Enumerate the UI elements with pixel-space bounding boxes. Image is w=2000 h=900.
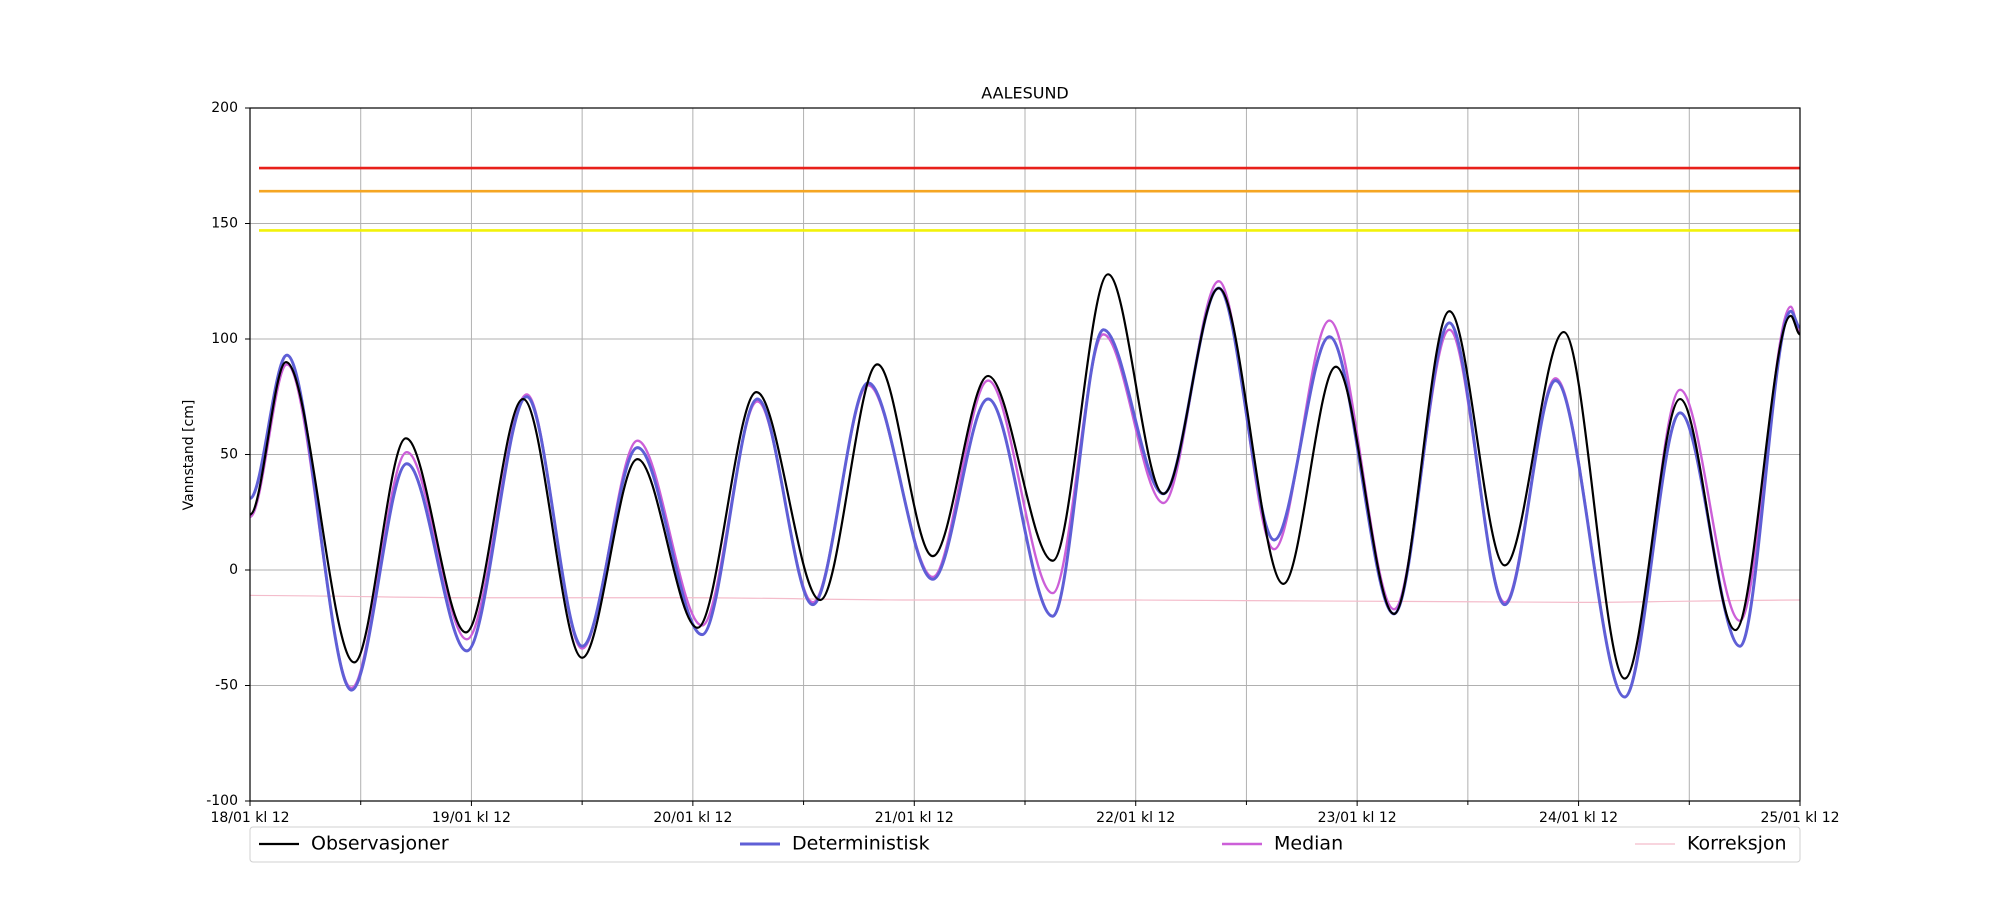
legend-label: Median	[1274, 833, 1343, 855]
legend-label: Deterministisk	[792, 833, 930, 855]
chart-title: AALESUND	[981, 84, 1069, 103]
legend-label: Korreksjon	[1687, 833, 1787, 855]
x-tick-label: 24/01 kl 12	[1539, 810, 1618, 826]
x-tick-label: 23/01 kl 12	[1318, 810, 1397, 826]
series-line	[250, 594, 1800, 603]
y-tick-label: 100	[211, 331, 238, 347]
y-tick-label: -50	[215, 678, 238, 694]
x-tick-label: 21/01 kl 12	[875, 810, 954, 826]
y-tick-label: 200	[211, 100, 238, 116]
x-tick-label: 20/01 kl 12	[653, 810, 732, 826]
legend-label: Observasjoner	[311, 833, 449, 855]
y-tick-label: 150	[211, 216, 238, 232]
x-tick-label: 19/01 kl 12	[432, 810, 511, 826]
legend-box	[249, 826, 1801, 863]
plot-frame	[249, 107, 1801, 802]
x-tick-label: 25/01 kl 12	[1760, 810, 1839, 826]
x-tick-label: 18/01 kl 12	[210, 810, 289, 826]
x-tick-label: 22/01 kl 12	[1096, 810, 1175, 826]
series-line	[250, 286, 1800, 699]
y-tick-label: -100	[206, 793, 238, 809]
y-tick-label: 0	[229, 562, 238, 578]
y-axis-label: Vannstand [cm]	[181, 400, 197, 511]
series-line	[250, 273, 1800, 680]
y-tick-label: 50	[220, 447, 238, 463]
